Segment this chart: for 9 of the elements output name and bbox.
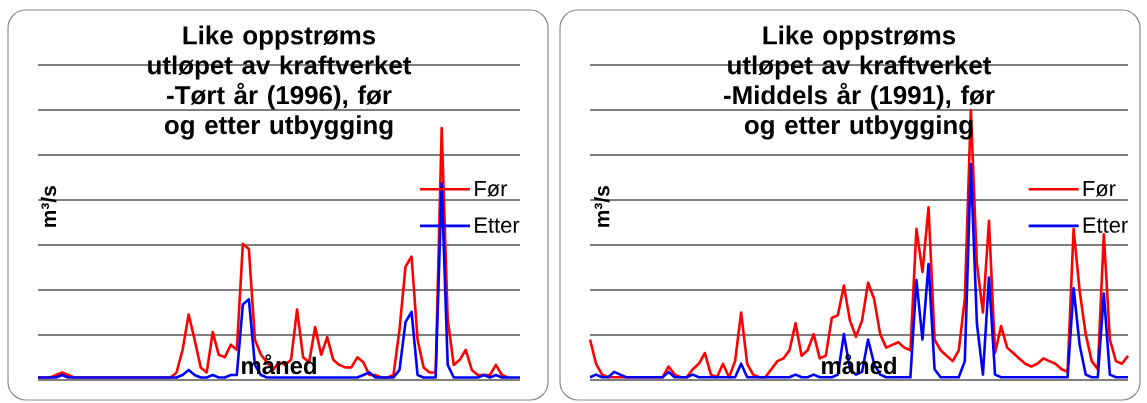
chart-title: Like oppstrøms utløpet av kraftverket xyxy=(728,25,992,80)
legend-label: Før xyxy=(1083,181,1116,197)
chart-subtitle: -Tørt år (1996), før og etter utbygging xyxy=(164,82,393,140)
legend-label: Før xyxy=(475,181,508,197)
chart-title: Like oppstrøms utløpet av kraftverket xyxy=(148,25,412,80)
legend-label: Etter xyxy=(475,217,520,233)
y-axis-title: m³/s xyxy=(40,186,57,227)
y-axis-title: m³/s xyxy=(594,186,610,227)
legend-label: Etter xyxy=(1083,217,1128,233)
